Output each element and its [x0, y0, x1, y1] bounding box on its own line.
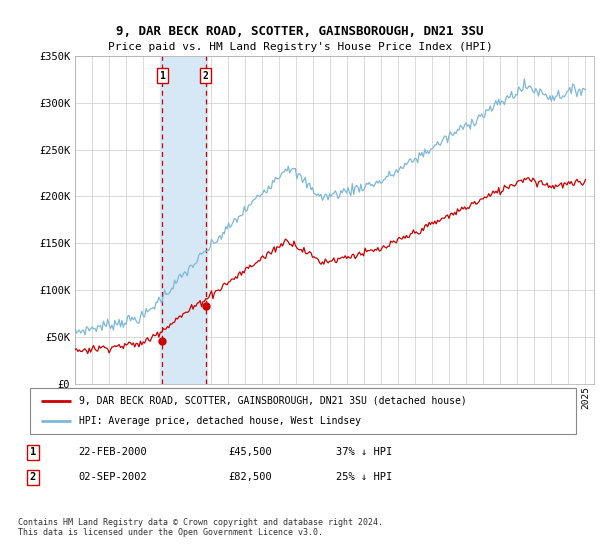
Text: 02-SEP-2002: 02-SEP-2002: [78, 472, 147, 482]
Text: 37% ↓ HPI: 37% ↓ HPI: [336, 447, 392, 458]
Text: 1: 1: [30, 447, 36, 458]
Text: £45,500: £45,500: [228, 447, 272, 458]
Text: 1: 1: [160, 71, 165, 81]
Text: £82,500: £82,500: [228, 472, 272, 482]
Text: HPI: Average price, detached house, West Lindsey: HPI: Average price, detached house, West…: [79, 416, 361, 426]
Text: 25% ↓ HPI: 25% ↓ HPI: [336, 472, 392, 482]
Text: 2: 2: [30, 472, 36, 482]
Text: Contains HM Land Registry data © Crown copyright and database right 2024.
This d: Contains HM Land Registry data © Crown c…: [18, 518, 383, 538]
Text: 9, DAR BECK ROAD, SCOTTER, GAINSBOROUGH, DN21 3SU: 9, DAR BECK ROAD, SCOTTER, GAINSBOROUGH,…: [116, 25, 484, 38]
Text: Price paid vs. HM Land Registry's House Price Index (HPI): Price paid vs. HM Land Registry's House …: [107, 42, 493, 52]
Bar: [160, 56, 207, 384]
Text: 2: 2: [203, 71, 208, 81]
FancyBboxPatch shape: [30, 388, 576, 434]
Text: 22-FEB-2000: 22-FEB-2000: [78, 447, 147, 458]
Text: 9, DAR BECK ROAD, SCOTTER, GAINSBOROUGH, DN21 3SU (detached house): 9, DAR BECK ROAD, SCOTTER, GAINSBOROUGH,…: [79, 396, 467, 406]
